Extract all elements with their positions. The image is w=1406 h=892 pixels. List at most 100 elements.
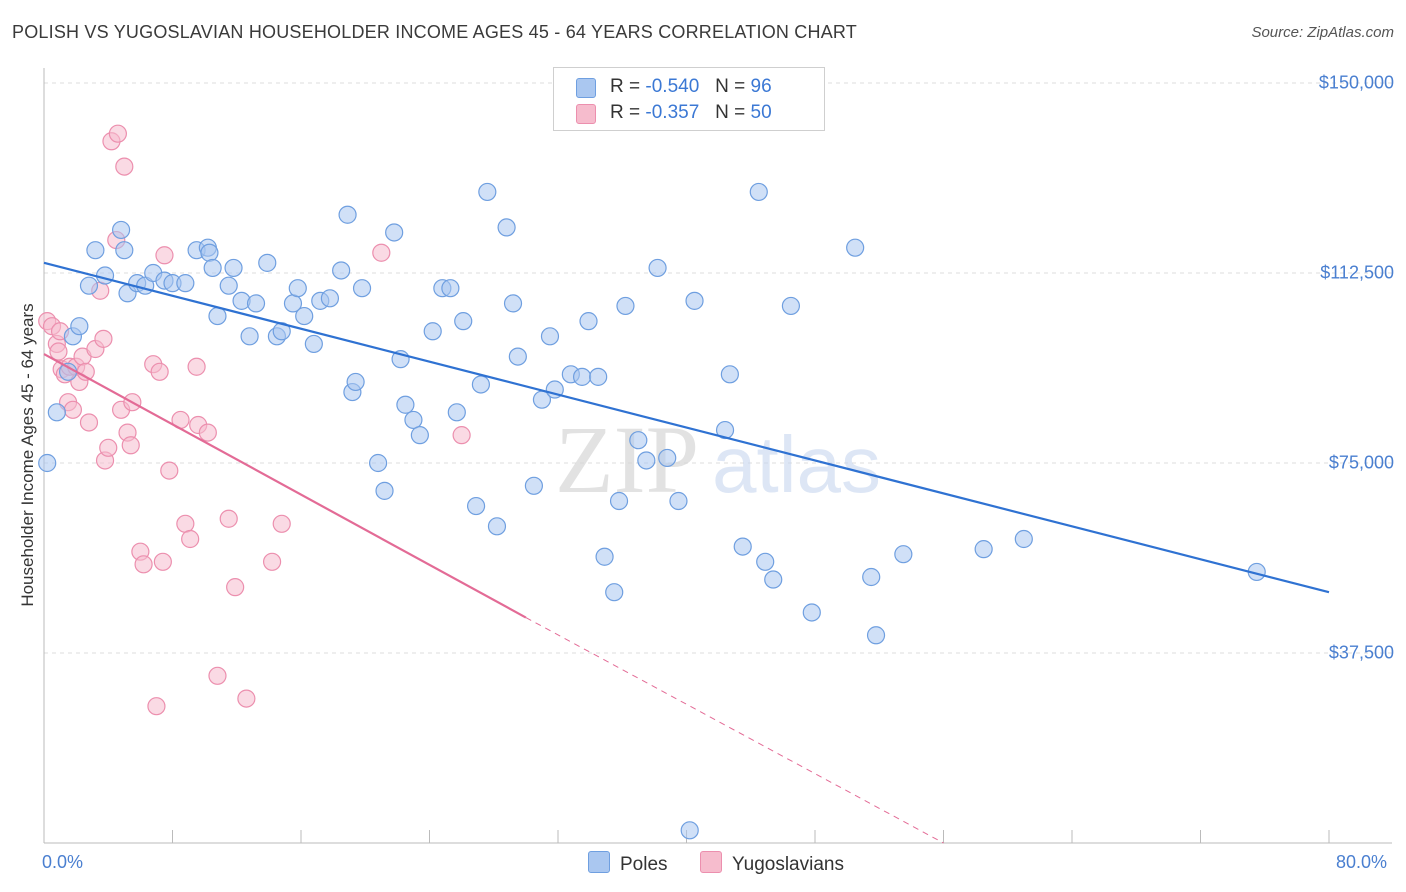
yugoslavians-point-14 xyxy=(79,413,99,432)
poles-point-84 xyxy=(764,570,783,589)
yugoslavians-trend-line xyxy=(43,353,527,619)
poles-point-48 xyxy=(423,322,442,341)
yugoslavians-point-9 xyxy=(63,400,83,419)
poles-point-35 xyxy=(320,289,340,308)
poles-point-1 xyxy=(47,403,66,422)
legend-r-label-poles: R = xyxy=(610,76,641,97)
poles-point-72 xyxy=(629,431,648,450)
poles-point-16 xyxy=(176,274,195,293)
poles-point-66 xyxy=(579,312,598,331)
yugoslavians-point-47 xyxy=(272,514,291,533)
poles-point-40 xyxy=(352,279,372,298)
stats-legend: R = -0.540 N = 96 R = -0.357 N = 50 xyxy=(553,67,825,131)
poles-point-58 xyxy=(503,294,523,313)
poles-point-0 xyxy=(38,453,57,473)
yugoslavians-point-33 xyxy=(153,552,172,571)
poles-point-21 xyxy=(208,306,227,326)
legend-n-value-poles: 96 xyxy=(750,76,772,97)
yugoslavians-point-46 xyxy=(262,552,282,571)
yugoslavians-point-48 xyxy=(372,243,391,262)
poles-point-32 xyxy=(295,306,314,326)
poles-point-87 xyxy=(846,238,865,257)
poles-point-89 xyxy=(866,626,886,645)
poles-point-6 xyxy=(86,241,105,260)
poles-point-53 xyxy=(466,496,486,516)
y-tick-label-3: $150,000 xyxy=(1318,72,1394,93)
yugoslavians-point-32 xyxy=(150,362,169,381)
poles-point-92 xyxy=(1014,529,1033,549)
poles-point-50 xyxy=(441,279,460,298)
poles-point-45 xyxy=(396,395,415,414)
poles-point-57 xyxy=(497,218,516,237)
poles-point-9 xyxy=(115,241,134,260)
poles-point-59 xyxy=(508,347,527,366)
legend-r-label-yugoslavians: R = xyxy=(610,102,641,123)
poles-point-82 xyxy=(749,182,768,202)
bottom-poles-label: Poles xyxy=(620,854,668,875)
legend-n-value-yugoslavians: 50 xyxy=(750,102,772,123)
poles-point-85 xyxy=(781,296,801,316)
poles-point-20 xyxy=(203,258,222,278)
poles-point-43 xyxy=(385,223,404,242)
trend-lines xyxy=(43,261,1330,844)
poles-point-39 xyxy=(346,372,365,392)
poles-point-22 xyxy=(219,276,238,295)
poles-point-5 xyxy=(79,276,99,295)
poles-point-51 xyxy=(447,403,466,422)
watermark-atlas: atlas xyxy=(712,420,881,509)
yugoslavians-point-35 xyxy=(160,461,179,480)
poles-point-88 xyxy=(862,567,881,587)
y-tick-label-2: $112,500 xyxy=(1320,262,1394,283)
yugoslavians-point-34 xyxy=(155,246,174,265)
poles-point-90 xyxy=(894,545,913,564)
poles-point-33 xyxy=(304,334,323,354)
yugoslavians-point-17 xyxy=(94,329,113,348)
x-tick-max: 80.0% xyxy=(1336,852,1388,872)
poles-point-71 xyxy=(616,296,635,316)
watermark: ZIP atlas xyxy=(555,406,881,513)
yugoslavians-point-41 xyxy=(198,423,217,442)
yugoslavians-swatch xyxy=(576,104,596,124)
yugoslavians-point-45 xyxy=(237,689,256,708)
poles-point-68 xyxy=(595,547,614,566)
y-tick-label-0: $37,500 xyxy=(1328,642,1394,663)
yugoslavians-point-42 xyxy=(208,666,227,685)
yugoslavians-point-43 xyxy=(219,509,238,528)
poles-point-19 xyxy=(200,243,219,262)
poles-point-56 xyxy=(487,517,507,536)
bottom-legend-poles: Poles xyxy=(588,851,668,876)
yugoslavians-point-37 xyxy=(176,514,195,533)
legend-r-value-yugoslavians: -0.357 xyxy=(645,102,700,123)
yugoslavians-point-44 xyxy=(226,578,245,597)
poles-point-69 xyxy=(605,583,624,602)
y-tick-label-1: $75,000 xyxy=(1328,452,1394,473)
poles-swatch xyxy=(576,78,596,98)
legend-r-value-poles: -0.540 xyxy=(645,76,700,97)
poles-point-4 xyxy=(70,317,89,336)
poles-point-25 xyxy=(240,327,259,346)
yugoslavians-point-24 xyxy=(115,157,134,176)
poles-point-7 xyxy=(95,266,115,285)
gridlines xyxy=(44,82,1392,654)
poles-point-79 xyxy=(715,420,735,440)
legend-n-label-poles: N = xyxy=(715,76,746,97)
yugoslavians-point-31 xyxy=(147,697,166,716)
chart-title: POLISH VS YUGOSLAVIAN HOUSEHOLDER INCOME… xyxy=(12,22,857,42)
poles-point-62 xyxy=(540,327,560,346)
poles-point-65 xyxy=(572,367,592,386)
poles-point-42 xyxy=(375,481,394,500)
yugoslavians-point-29 xyxy=(134,555,153,574)
poles-point-77 xyxy=(680,821,699,840)
poles-point-36 xyxy=(332,261,351,280)
poles-point-60 xyxy=(524,476,544,495)
poles-point-55 xyxy=(478,182,497,202)
poles-point-26 xyxy=(246,294,266,313)
bottom-poles-swatch xyxy=(588,851,610,873)
yugoslavians-point-26 xyxy=(121,436,140,455)
poles-point-37 xyxy=(338,205,357,224)
bottom-yugoslavians-label: Yugoslavians xyxy=(732,854,844,875)
yugoslavians-points xyxy=(38,124,471,716)
poles-point-75 xyxy=(658,448,677,468)
x-tick-min: 0.0% xyxy=(42,852,84,872)
